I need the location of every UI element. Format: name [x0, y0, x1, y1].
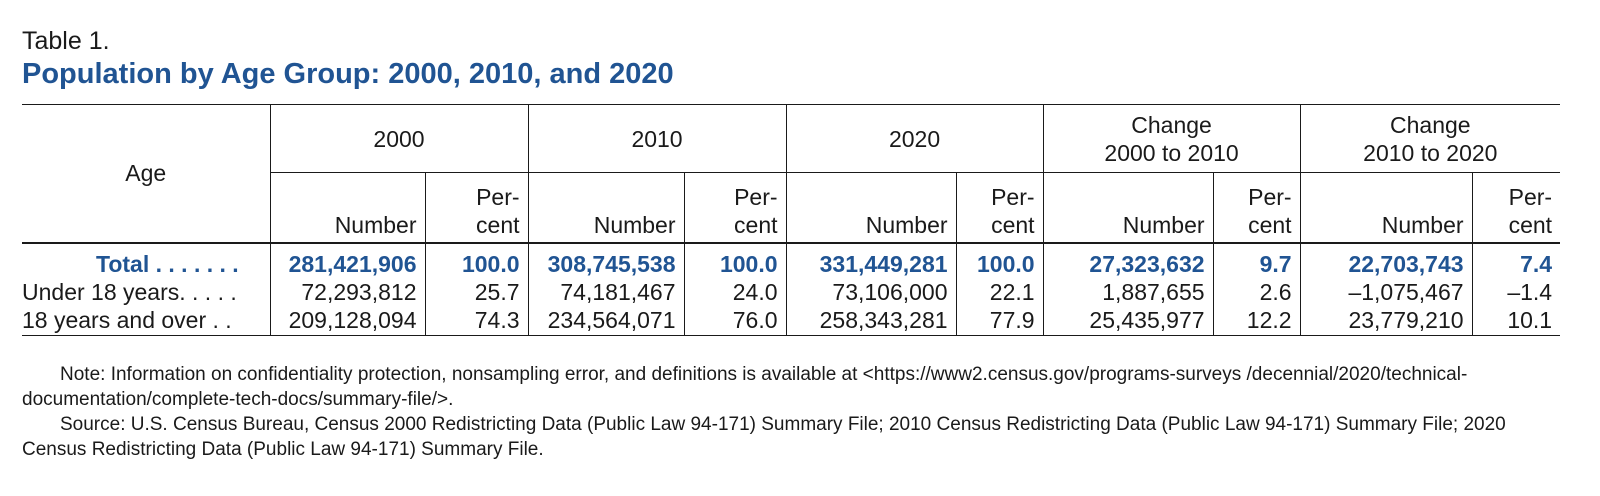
cell-change-2010-2020-number: 23,779,210: [1299, 306, 1473, 336]
table-row-under-18: Under 18 years. . . . . 72,293,812 25.7 …: [22, 278, 1561, 306]
cell-change-2000-2010-number: 25,435,977: [1042, 306, 1214, 336]
table-row-total: Total . . . . . . . 281,421,906 100.0 30…: [22, 243, 1561, 278]
header-group-2020: 2020: [785, 104, 1044, 173]
cell-change-2010-2020-number: 22,703,743: [1299, 243, 1473, 278]
cell-change-2010-2020-number: –1,075,467: [1299, 278, 1473, 306]
header-row-sub: Number Per-cent Number Per-cent Number P…: [22, 172, 1561, 244]
cell-change-2000-2010-number: 27,323,632: [1042, 243, 1214, 278]
cell-2000-number: 209,128,094: [269, 306, 425, 336]
header-number: Number: [1299, 172, 1473, 244]
cell-2020-number: 331,449,281: [785, 243, 957, 278]
population-table: Age 2000 2010 2020 Change 2000 to 2010 C…: [22, 104, 1561, 336]
cell-2010-percent: 24.0: [683, 278, 787, 306]
row-label: Total . . . . . . .: [96, 251, 239, 277]
cell-change-2010-2020-percent: –1.4: [1471, 278, 1561, 306]
header-group-line1: 2020: [888, 125, 941, 152]
header-percent: Per-cent: [1471, 172, 1561, 244]
cell-change-2010-2020-percent: 7.4: [1471, 243, 1561, 278]
header-row-groups: Age 2000 2010 2020 Change 2000 to 2010 C…: [22, 104, 1561, 244]
cell-change-2000-2010-number: 1,887,655: [1042, 278, 1214, 306]
note-text: Note: Information on confidentiality pro…: [22, 364, 1468, 410]
header-number: Number: [527, 172, 685, 244]
cell-2010-number: 308,745,538: [527, 243, 685, 278]
header-number: Number: [1042, 172, 1214, 244]
header-group-line1: Change: [1390, 111, 1471, 138]
header-group-change-2010-2020: Change 2010 to 2020: [1299, 104, 1561, 173]
table-title: Population by Age Group: 2000, 2010, and…: [22, 58, 674, 90]
cell-2010-number: 74,181,467: [527, 278, 685, 306]
row-label: 18 years and over . .: [22, 306, 270, 336]
table-row-18-and-over: 18 years and over . . 209,128,094 74.3 2…: [22, 306, 1561, 336]
cell-2020-percent: 77.9: [955, 306, 1044, 336]
header-percent: Per-cent: [1212, 172, 1301, 244]
table-label: Table 1.: [22, 27, 110, 55]
header-group-line2: 2000 to 2010: [1104, 139, 1239, 166]
cell-2000-number: 72,293,812: [269, 278, 425, 306]
header-number: Number: [785, 172, 957, 244]
cell-2010-number: 234,564,071: [527, 306, 685, 336]
cell-2020-percent: 100.0: [955, 243, 1044, 278]
header-group-2010: 2010: [527, 104, 787, 173]
cell-2000-percent: 100.0: [424, 243, 529, 278]
header-group-line1: 2010: [631, 125, 683, 152]
header-percent: Per-cent: [955, 172, 1044, 244]
header-group-change-2000-2010: Change 2000 to 2010: [1042, 104, 1301, 173]
cell-2000-percent: 74.3: [424, 306, 529, 336]
cell-change-2000-2010-percent: 12.2: [1212, 306, 1301, 336]
cell-2020-number: 258,343,281: [785, 306, 957, 336]
cell-2020-percent: 22.1: [955, 278, 1044, 306]
header-age: Age: [22, 104, 270, 244]
table-notes: Note: Information on confidentiality pro…: [22, 362, 1552, 462]
cell-change-2000-2010-percent: 9.7: [1212, 243, 1301, 278]
header-number: Number: [269, 172, 425, 244]
cell-2010-percent: 76.0: [683, 306, 787, 336]
table-figure: Table 1. Population by Age Group: 2000, …: [22, 26, 1561, 462]
cell-change-2010-2020-percent: 10.1: [1471, 306, 1561, 336]
source-text: Source: U.S. Census Bureau, Census 2000 …: [22, 414, 1506, 460]
row-label: Under 18 years. . . . .: [22, 279, 237, 305]
cell-2020-number: 73,106,000: [785, 278, 957, 306]
cell-2000-number: 281,421,906: [269, 243, 425, 278]
header-group-line2: 2010 to 2020: [1363, 139, 1498, 166]
header-group-line1: Change: [1131, 111, 1212, 138]
cell-2000-percent: 25.7: [424, 278, 529, 306]
cell-2010-percent: 100.0: [683, 243, 787, 278]
header-percent: Per-cent: [424, 172, 529, 244]
cell-change-2000-2010-percent: 2.6: [1212, 278, 1301, 306]
header-group-line1: 2000: [373, 125, 425, 152]
header-percent: Per-cent: [683, 172, 787, 244]
header-group-2000: 2000: [269, 104, 529, 173]
